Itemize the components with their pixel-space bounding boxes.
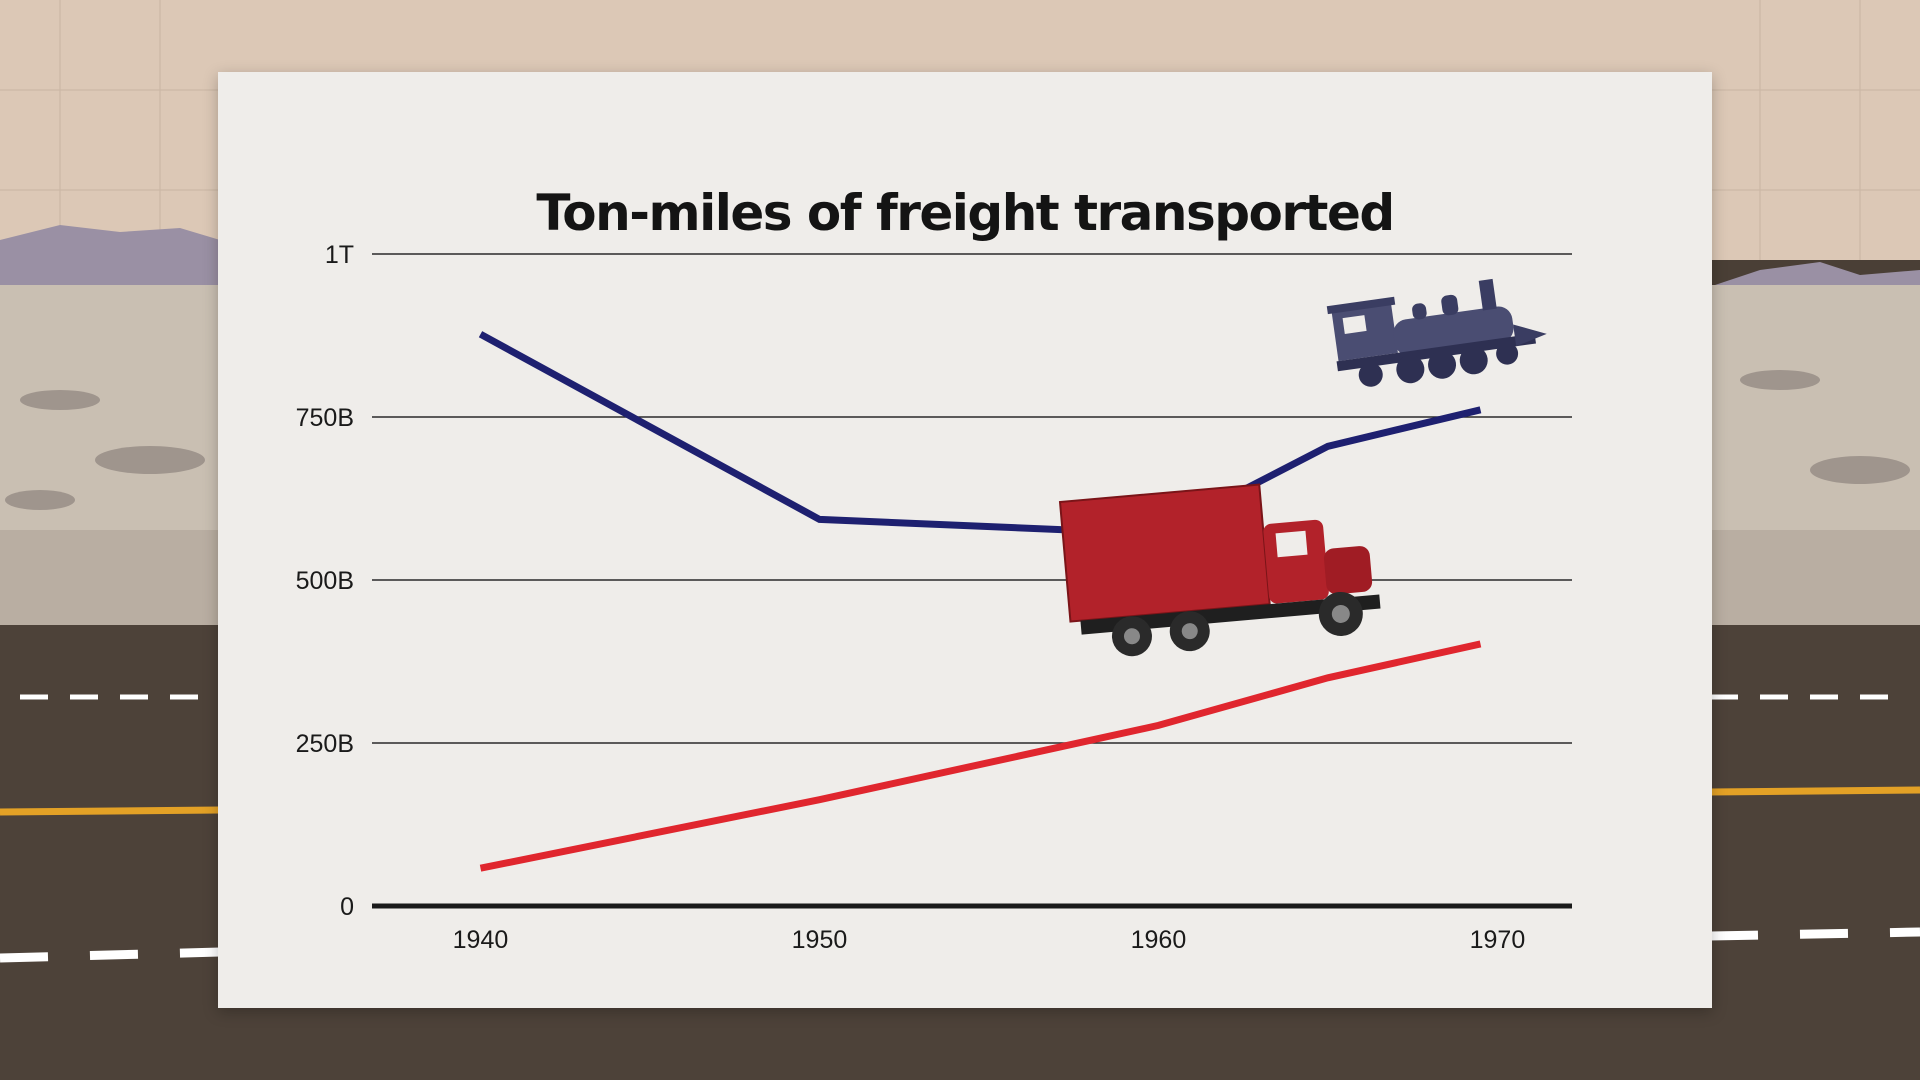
y-tick-label: 0 xyxy=(340,893,354,921)
x-axis-ticks: 1940 1950 1960 1970 xyxy=(453,926,1526,954)
y-tick-label: 750B xyxy=(296,404,354,432)
y-tick-label: 1T xyxy=(325,241,354,269)
x-tick-label: 1970 xyxy=(1470,926,1526,954)
series-line-1 xyxy=(479,640,1482,872)
grid-lines xyxy=(372,253,1572,909)
truck-icon xyxy=(1058,483,1381,657)
y-axis-ticks: 0 250B 500B 750B 1T xyxy=(296,241,354,921)
x-tick-label: 1940 xyxy=(453,926,509,954)
x-tick-label: 1950 xyxy=(792,926,848,954)
desert-brush xyxy=(5,370,1910,510)
x-tick-label: 1960 xyxy=(1131,926,1187,954)
series-line-0 xyxy=(478,331,1482,538)
chart-card: Ton-miles of freight transported 0 250B 50… xyxy=(218,72,1712,1008)
line-chart: 0 250B 500B 750B 1T 1940 1950 1960 1970 xyxy=(296,241,1572,954)
road-markings xyxy=(0,694,1920,963)
chart-title: Ton-miles of freight transported xyxy=(536,184,1395,242)
locomotive-icon xyxy=(1326,278,1547,387)
y-tick-label: 250B xyxy=(296,730,354,758)
y-tick-label: 500B xyxy=(296,567,354,595)
